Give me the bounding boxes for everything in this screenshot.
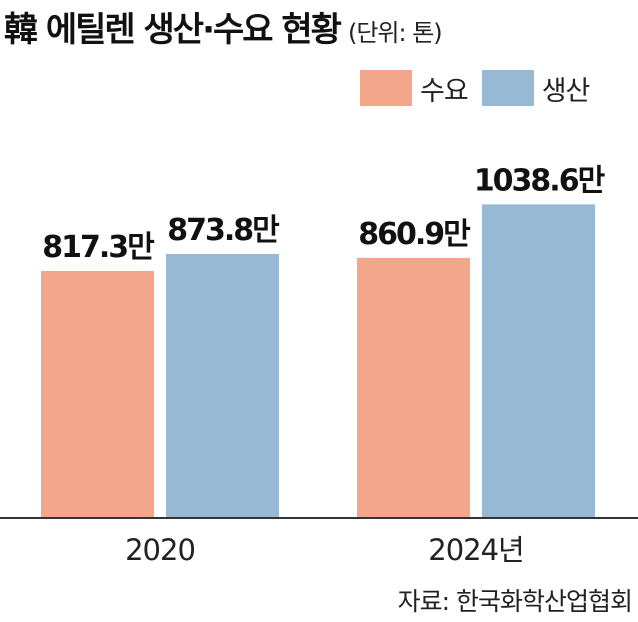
- source-note: 자료: 한국화학산업협회: [397, 587, 633, 616]
- bar-production-2: [482, 204, 595, 517]
- legend-swatch-production: [481, 70, 534, 106]
- data-label-demand-1: 817.3만: [42, 230, 155, 265]
- legend-label-demand: 수요: [420, 75, 469, 107]
- bar-production-1: [166, 253, 279, 517]
- legend-item-production: 생산: [481, 69, 591, 108]
- x-tick-label-2: 2024년: [428, 533, 523, 567]
- data-label-production-2: 1038.6만: [474, 163, 606, 198]
- bar-demand-2: [357, 257, 470, 517]
- chart-title: 韓 에틸렌 생산·수요 현황: [4, 10, 342, 50]
- legend-label-production: 생산: [541, 75, 591, 107]
- data-label-demand-2: 860.9만: [358, 217, 471, 252]
- x-tick-label-1: 2020: [125, 533, 195, 567]
- title-row: 韓 에틸렌 생산·수요 현황 (단위: 톤): [4, 2, 443, 54]
- bar-demand-1: [41, 270, 154, 517]
- data-label-production-1: 873.8만: [167, 213, 280, 248]
- unit-label: (단위: 톤): [347, 19, 443, 47]
- legend: 수요 생산: [360, 68, 603, 108]
- legend-item-demand: 수요: [360, 69, 469, 108]
- legend-swatch-demand: [360, 70, 412, 106]
